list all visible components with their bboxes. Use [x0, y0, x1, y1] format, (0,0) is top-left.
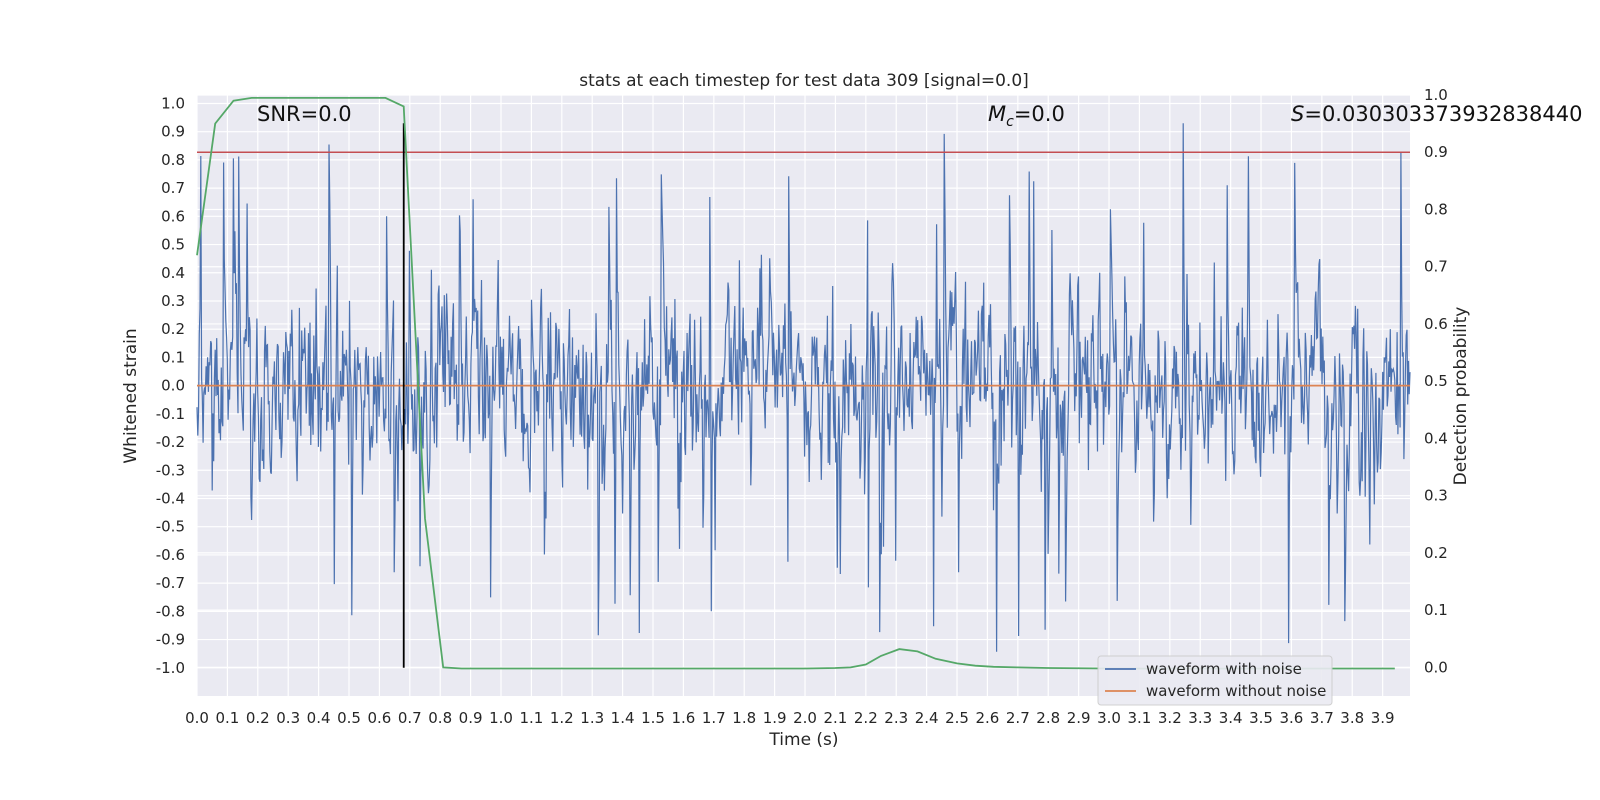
x-tick-label: 1.2	[550, 709, 574, 727]
x-tick-label: 2.4	[915, 709, 939, 727]
y2-tick-label: 0.0	[1424, 658, 1448, 676]
x-tick-label: 0.0	[185, 709, 209, 727]
y-tick-label: 0.6	[161, 207, 185, 225]
x-tick-label: 3.4	[1219, 709, 1243, 727]
y2-tick-label: 0.5	[1424, 372, 1448, 390]
y2-tick-label: 0.8	[1424, 200, 1448, 218]
x-tick-label: 3.0	[1097, 709, 1121, 727]
y-tick-labels: 1.0 0.9 0.8 0.7 0.6 0.5 0.4 0.3 0.2 0.1 0.0 -0.1 -0.…	[156, 94, 185, 676]
x-tick-label: 3.5	[1249, 709, 1273, 727]
y-tick-label: -0.6	[156, 546, 185, 564]
x-tick-label: 0.5	[337, 709, 361, 727]
y-tick-label: 0.7	[161, 179, 185, 197]
legend-label-noise: waveform with noise	[1146, 660, 1302, 678]
x-tick-label: 2.7	[1006, 709, 1030, 727]
x-tick-label: 1.8	[732, 709, 756, 727]
y-tick-label: 0.1	[161, 348, 185, 366]
x-tick-label: 0.9	[459, 709, 483, 727]
x-tick-label: 2.9	[1067, 709, 1091, 727]
x-tick-label: 0.4	[307, 709, 331, 727]
y-tick-label: -0.9	[156, 631, 185, 649]
y-tick-label: -1.0	[156, 659, 185, 677]
y-tick-label: 0.5	[161, 236, 185, 254]
x-tick-labels: 0.0 0.1 0.2 0.3 0.4 0.5 0.6 0.7 0.8 0.9 1.0 1.1 1.2 1…	[185, 709, 1394, 727]
y2-tick-labels: 0.0 0.1 0.2 0.3 0.4 0.5 0.6 0.7 0.8 0.9 1.0	[1424, 86, 1448, 676]
x-tick-label: 2.3	[884, 709, 908, 727]
x-tick-label: 2.8	[1036, 709, 1060, 727]
x-tick-label: 3.6	[1280, 709, 1304, 727]
y2-tick-label: 0.1	[1424, 601, 1448, 619]
x-tick-label: 1.4	[611, 709, 635, 727]
x-tick-label: 3.8	[1340, 709, 1364, 727]
y-tick-label: 0.9	[161, 123, 185, 141]
x-tick-label: 0.7	[398, 709, 422, 727]
x-tick-label: 1.1	[519, 709, 543, 727]
x-tick-label: 1.3	[580, 709, 604, 727]
plot-area	[196, 97, 1411, 670]
y-tick-label: 0.4	[161, 264, 185, 282]
x-tick-label: 1.9	[763, 709, 787, 727]
x-tick-label: 3.9	[1371, 709, 1395, 727]
annotation-s: S=0.030303373932838440	[1291, 102, 1582, 126]
series-waveform-with-noise	[196, 123, 1411, 652]
y2-tick-label: 1.0	[1424, 86, 1448, 104]
y2-axis-label: Detection probability	[1451, 307, 1471, 486]
x-tick-label: 0.6	[367, 709, 391, 727]
x-tick-label: 2.0	[793, 709, 817, 727]
y-tick-label: -0.4	[156, 489, 185, 507]
y-tick-label: -0.1	[156, 405, 185, 423]
y-gridlines	[197, 102, 1410, 669]
x-tick-label: 0.2	[246, 709, 270, 727]
y-tick-label: -0.5	[156, 518, 185, 536]
y2-tick-label: 0.6	[1424, 315, 1448, 333]
x-tick-label: 2.5	[945, 709, 969, 727]
x-tick-label: 1.7	[702, 709, 726, 727]
y2-tick-label: 0.2	[1424, 544, 1448, 562]
x-tick-label: 3.2	[1158, 709, 1182, 727]
chart-title: stats at each timestep for test data 309…	[579, 71, 1029, 91]
legend-box	[1097, 655, 1333, 706]
y2-tick-label: 0.3	[1424, 487, 1448, 505]
y-axis-label: Whitened strain	[121, 328, 141, 463]
x-tick-label: 0.8	[428, 709, 452, 727]
x-tick-label: 1.6	[671, 709, 695, 727]
x-tick-label: 0.3	[276, 709, 300, 727]
y-tick-label: 1.0	[161, 94, 185, 112]
x-tick-label: 2.6	[975, 709, 999, 727]
x-tick-label: 0.1	[215, 709, 239, 727]
x-tick-label: 2.1	[823, 709, 847, 727]
y-tick-label: -0.2	[156, 433, 185, 451]
legend: waveform with noise waveform without noi…	[1097, 655, 1333, 706]
y-tick-label: -0.7	[156, 574, 185, 592]
x-tick-label: 3.3	[1188, 709, 1212, 727]
annotation-chirp-mass: Mc=0.0	[988, 102, 1065, 130]
series-detection-probability	[196, 97, 1395, 670]
y-tick-label: -0.3	[156, 461, 185, 479]
y-tick-label: 0.8	[161, 151, 185, 169]
x-tick-label: 1.0	[489, 709, 513, 727]
x-tick-label: 1.5	[641, 709, 665, 727]
y2-tick-label: 0.4	[1424, 429, 1448, 447]
y2-tick-label: 0.7	[1424, 258, 1448, 276]
x-tick-label: 2.2	[854, 709, 878, 727]
legend-label-clean: waveform without noise	[1146, 682, 1326, 700]
y2-tick-label: 0.9	[1424, 143, 1448, 161]
y-tick-label: 0.2	[161, 320, 185, 338]
y-tick-label: -0.8	[156, 602, 185, 620]
x-tick-label: 3.1	[1128, 709, 1152, 727]
y-tick-label: 0.0	[161, 377, 185, 395]
y-tick-label: 0.3	[161, 292, 185, 310]
x-tick-label: 3.7	[1310, 709, 1334, 727]
x-axis-label: Time (s)	[768, 730, 838, 750]
annotation-snr: SNR=0.0	[257, 102, 352, 126]
